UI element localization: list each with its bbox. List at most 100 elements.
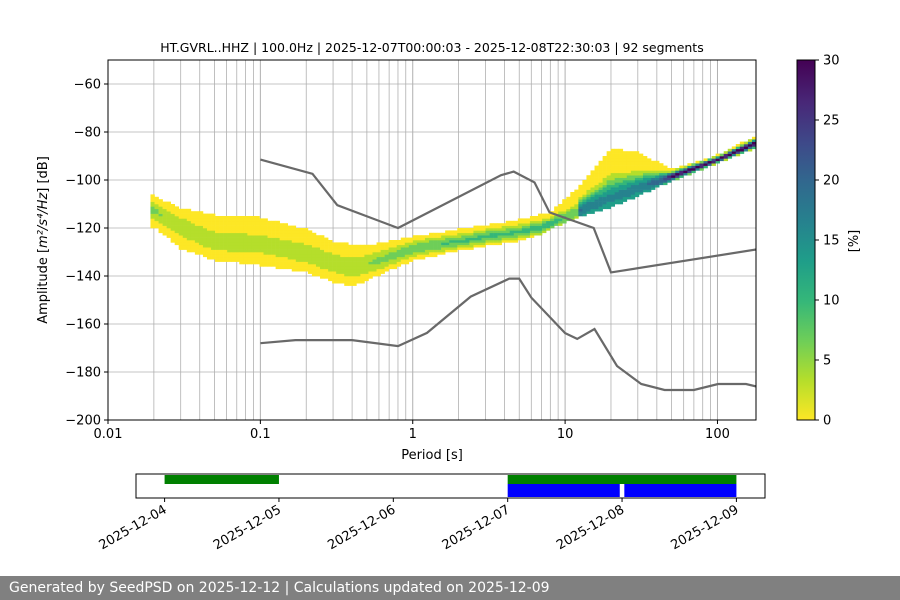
colorbar-tick-label: 5 [823, 354, 831, 369]
heatmap-cell [634, 163, 640, 166]
heatmap-cell [223, 230, 228, 234]
heatmap-cell [243, 254, 248, 258]
heatmap-cell [170, 240, 175, 243]
heatmap-cell [299, 232, 305, 236]
heatmap-cell [481, 225, 486, 229]
heatmap-cell [311, 232, 317, 236]
heatmap-cell [461, 247, 466, 250]
heatmap-cell [231, 247, 236, 250]
heatmap-cell [202, 230, 208, 234]
heatmap-cell [162, 228, 167, 231]
heatmap-cell [255, 225, 260, 229]
heatmap-cell [198, 230, 204, 234]
heatmap-cell [651, 177, 656, 181]
heatmap-cell [602, 158, 607, 162]
heatmap-cell [638, 170, 644, 174]
heatmap-cell [211, 242, 216, 246]
heatmap-cell [566, 208, 571, 212]
heatmap-cell [598, 189, 603, 193]
heatmap-cell [251, 259, 256, 262]
heatmap-cell [404, 237, 410, 241]
heatmap-cell [182, 213, 188, 217]
heatmap-cell [667, 168, 672, 171]
heatmap-cell [150, 225, 155, 229]
heatmap-cell [659, 170, 664, 174]
heatmap-cell [655, 165, 660, 169]
heatmap-cell [206, 244, 212, 248]
heatmap-cell [606, 206, 611, 210]
heatmap-cell [324, 276, 329, 279]
heatmap-cell [380, 254, 385, 258]
heatmap-cell [441, 237, 446, 241]
heatmap-cell [453, 244, 458, 248]
heatmap-cell [239, 232, 244, 236]
heatmap-cell [602, 180, 607, 183]
heatmap-cell [352, 259, 357, 262]
heatmap-cell [469, 230, 474, 234]
heatmap-cell [699, 160, 704, 164]
heatmap-cell [574, 194, 579, 198]
heatmap-cell [380, 256, 385, 260]
heatmap-cell [739, 148, 745, 152]
heatmap-cell [295, 237, 301, 241]
heatmap-cell [396, 252, 402, 255]
heatmap-cell [610, 165, 616, 169]
heatmap-cell [227, 259, 232, 262]
heatmap-cell [392, 252, 398, 255]
heatmap-cell [473, 225, 478, 229]
heatmap-cell [412, 237, 418, 241]
heatmap-cell [182, 240, 188, 243]
heatmap-cell [602, 182, 607, 186]
heatmap-cell [489, 237, 494, 241]
heatmap-cell [170, 204, 175, 207]
heatmap-cell [594, 208, 599, 212]
heatmap-cell [429, 247, 434, 250]
heatmap-cell [380, 271, 385, 274]
heatmap-cell [554, 208, 559, 212]
heatmap-cell [473, 240, 478, 243]
heatmap-cell [150, 194, 155, 198]
heatmap-cell [707, 163, 712, 166]
heatmap-cell [715, 158, 720, 162]
nhnm-line [260, 158, 756, 274]
heatmap-cell [267, 244, 272, 248]
heatmap-cell [590, 199, 595, 202]
heatmap-cell [154, 201, 159, 205]
heatmap-cell [647, 184, 652, 188]
heatmap-cell [626, 184, 632, 188]
heatmap-cell [505, 237, 511, 241]
heatmap-cell [453, 235, 458, 238]
heatmap-cell [655, 177, 660, 181]
heatmap-cell [311, 247, 317, 250]
heatmap-cell [307, 244, 313, 248]
heatmap-cell [307, 232, 313, 236]
heatmap-cell [178, 220, 184, 224]
heatmap-cell [247, 230, 252, 234]
heatmap-cell [295, 264, 301, 267]
heatmap-cell [356, 271, 361, 274]
heatmap-cell [404, 247, 410, 250]
heatmap-cell [223, 254, 228, 258]
heatmap-cell [158, 228, 163, 231]
heatmap-cell [336, 276, 341, 279]
heatmap-cell [182, 216, 188, 219]
heatmap-cell [239, 225, 244, 229]
heatmap-cell [606, 177, 611, 181]
heatmap-cell [493, 232, 498, 236]
heatmap-cell [416, 244, 422, 248]
heatmap-cell [703, 160, 708, 164]
heatmap-cell [614, 180, 620, 183]
heatmap-cell [186, 213, 192, 217]
heatmap-cell [457, 228, 462, 231]
heatmap-cell [271, 264, 276, 267]
heatmap-cell [586, 201, 591, 205]
heatmap-cell [320, 268, 325, 272]
heatmap-cell [638, 168, 644, 171]
heatmap-cell [295, 244, 301, 248]
heatmap-cell [287, 254, 293, 258]
heatmap-cell [562, 213, 567, 217]
heatmap-cell [663, 168, 668, 171]
heatmap-cell [412, 254, 418, 258]
heatmap-cell [546, 213, 551, 217]
heatmap-cell [550, 225, 555, 229]
